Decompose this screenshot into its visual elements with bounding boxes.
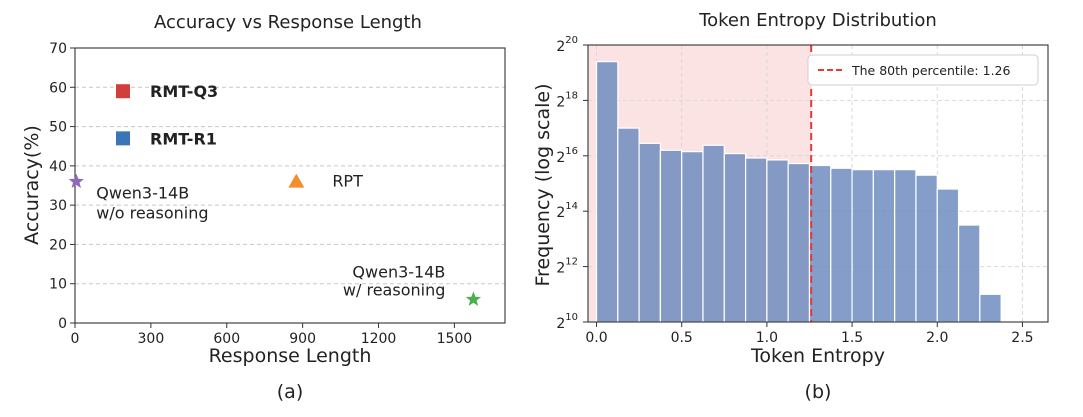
chart-b-bars — [595, 61, 1002, 323]
y-tick-label: 212 — [556, 257, 578, 277]
histogram-bar — [808, 164, 832, 323]
chart-b: Token Entropy Distribution 2102122142162… — [532, 10, 1049, 403]
x-tick-label: 0 — [71, 331, 80, 347]
y-tick-label: 20 — [49, 237, 67, 253]
histogram-bar — [681, 151, 704, 323]
x-tick-label: 2.0 — [926, 330, 948, 346]
chart-a-caption: (a) — [277, 381, 303, 403]
x-tick-label: 1500 — [437, 331, 473, 347]
chart-a-xlabel: Response Length — [209, 345, 372, 367]
y-tick-label: 218 — [556, 90, 578, 110]
histogram-bar — [787, 162, 811, 323]
data-point-label: RPT — [332, 172, 363, 191]
chart-a-ylabel: Accuracy(%) — [21, 125, 43, 245]
legend-square-marker — [116, 131, 130, 146]
chart-b-legend-box — [807, 54, 1039, 86]
chart-b-ylabel: Frequency (log scale) — [532, 84, 554, 287]
legend-label: RMT-Q3 — [150, 82, 218, 101]
histogram-bar — [894, 169, 917, 323]
legend-label: RMT-R1 — [150, 129, 217, 148]
data-point-label: Qwen3-14B — [96, 184, 189, 203]
x-tick-label: 1.0 — [756, 330, 778, 346]
histogram-bar — [595, 61, 619, 323]
histogram-bar — [744, 157, 768, 323]
chart-a-legend: RMT-Q3 RMT-R1 — [116, 82, 218, 148]
x-tick-label: 1.5 — [841, 330, 863, 346]
histogram-bar — [915, 174, 938, 323]
histogram-bar — [872, 169, 896, 323]
x-tick-label: 1200 — [361, 331, 397, 347]
histogram-bar — [957, 224, 981, 323]
chart-b-legend: The 80th percentile: 1.26 — [807, 54, 1039, 86]
x-tick-label: 300 — [138, 331, 165, 347]
legend-square-marker — [116, 84, 130, 99]
data-point-triangle — [288, 173, 305, 188]
x-tick-label: 0.0 — [585, 330, 607, 346]
y-tick-label: 216 — [556, 146, 578, 166]
data-point-star — [68, 173, 84, 188]
chart-a-title: Accuracy vs Response Length — [154, 12, 422, 33]
data-point-label: w/o reasoning — [96, 204, 208, 223]
histogram-bar — [766, 159, 789, 323]
y-tick-label: 40 — [49, 159, 67, 175]
y-tick-label: 30 — [49, 198, 67, 214]
y-tick-label: 50 — [49, 120, 67, 136]
chart-b-caption: (b) — [805, 381, 832, 403]
chart-a-ticks: 0 10 20 30 40 50 60 70 0 300 600 900 1200 1500 — [49, 41, 472, 347]
y-tick-label: 220 — [556, 35, 578, 55]
y-tick-label: 60 — [49, 80, 67, 96]
histogram-bar — [936, 188, 960, 323]
chart-b-legend-label: The 80th percentile: 1.26 — [851, 63, 1011, 78]
y-tick-label: 0 — [58, 316, 67, 332]
data-point-label: Qwen3-14B — [352, 262, 445, 281]
histogram-bar — [851, 169, 874, 323]
histogram-bar — [979, 293, 1002, 323]
x-tick-label: 0.5 — [671, 330, 693, 346]
x-tick-label: 600 — [213, 331, 240, 347]
chart-b-frame — [587, 44, 1049, 323]
chart-b-xlabel: Token Entropy — [750, 345, 885, 367]
y-tick-label: 10 — [49, 277, 67, 293]
data-point-star — [465, 291, 481, 306]
histogram-bar — [723, 152, 747, 323]
histogram-bar — [617, 127, 640, 323]
chart-b-ticks: 210 212 214 216 218 220 0.0 0.5 1.0 1.5 2.0 2.5 — [556, 35, 1033, 346]
x-tick-label: 2.5 — [1011, 330, 1033, 346]
y-tick-label: 70 — [49, 41, 67, 57]
y-tick-label: 214 — [556, 201, 578, 221]
x-tick-label: 900 — [289, 331, 316, 347]
histogram-bar — [702, 144, 725, 323]
chart-a-gridlines — [75, 86, 505, 285]
histogram-bar — [638, 142, 662, 323]
histogram-bar — [659, 149, 683, 323]
histogram-bar — [830, 167, 853, 323]
chart-a: Accuracy vs Response Length 0 10 20 30 40 50 6… — [21, 12, 506, 403]
data-point-label: w/ reasoning — [343, 280, 445, 299]
chart-b-title: Token Entropy Distribution — [698, 10, 937, 31]
y-tick-label: 210 — [556, 312, 578, 332]
